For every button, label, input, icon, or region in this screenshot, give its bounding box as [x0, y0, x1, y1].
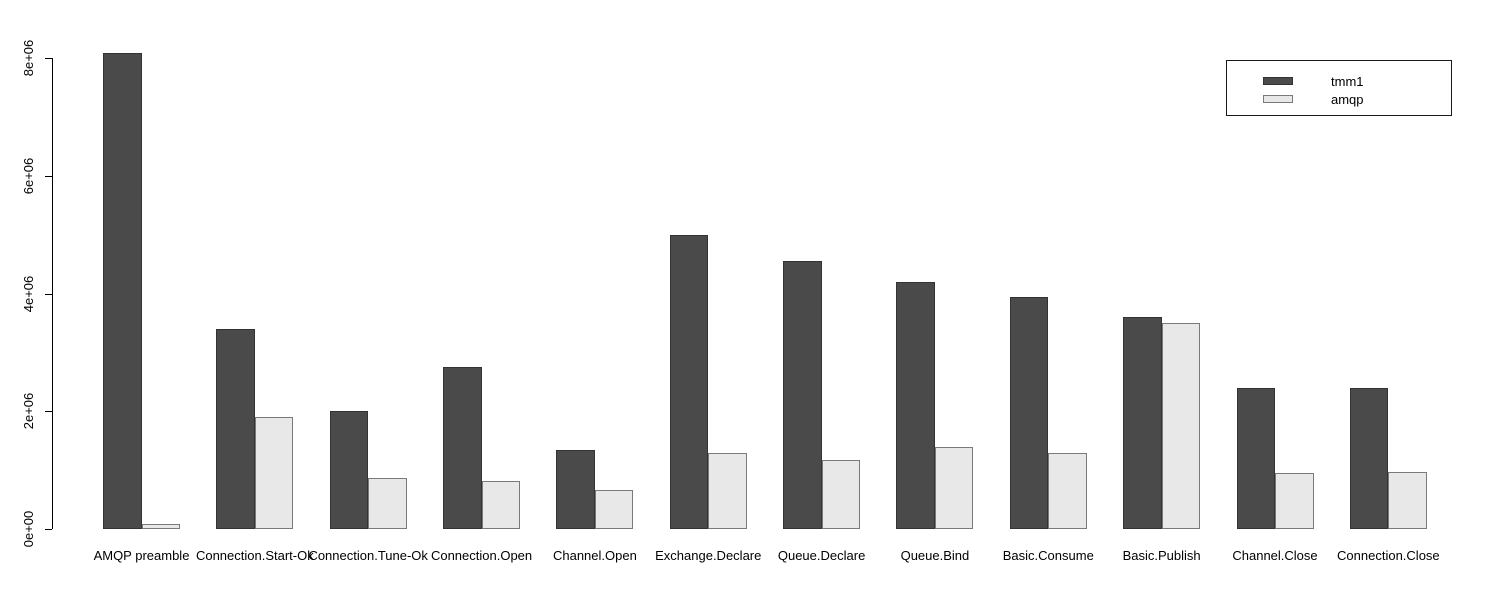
y-axis-line: [52, 58, 53, 529]
legend-label-amqp: amqp: [1331, 91, 1364, 107]
y-axis-tick-label: 8e+06: [21, 40, 36, 77]
bar-tmm1: [1123, 317, 1162, 529]
bar-amqp: [1048, 452, 1087, 529]
legend-swatch-amqp: [1263, 95, 1293, 103]
x-axis-label: Exchange.Declare: [655, 548, 762, 563]
x-axis-label: Connection.Close: [1337, 548, 1440, 563]
bar-tmm1: [1236, 387, 1275, 529]
x-axis-label: AMQP preamble: [93, 548, 190, 563]
y-axis-tick: [45, 293, 52, 295]
x-axis-label: Queue.Bind: [900, 548, 970, 563]
bar-amqp: [821, 459, 861, 529]
legend-swatch-tmm1: [1263, 77, 1293, 85]
x-axis-label: Channel.Open: [552, 548, 637, 563]
x-axis-label: Basic.Consume: [1002, 548, 1094, 563]
bar-amqp: [254, 417, 294, 529]
bar-amqp: [368, 477, 407, 529]
x-axis-label: Queue.Declare: [777, 548, 866, 563]
bar-tmm1: [216, 328, 255, 529]
bar-tmm1: [896, 281, 935, 529]
legend-item-tmm1: tmm1: [1227, 72, 1451, 90]
legend-item-amqp: amqp: [1227, 90, 1451, 108]
bar-amqp: [1275, 472, 1314, 529]
y-axis-tick-label: 4e+06: [21, 275, 36, 312]
bar-tmm1: [556, 449, 595, 529]
x-axis-label: Connection.Tune-Ok: [308, 548, 428, 563]
y-axis-tick: [45, 176, 52, 178]
x-axis-label: Basic.Publish: [1122, 548, 1201, 563]
bar-tmm1: [103, 52, 142, 529]
x-axis-label: Channel.Close: [1232, 548, 1318, 563]
bar-tmm1: [669, 234, 709, 529]
bar-amqp: [1161, 323, 1201, 529]
bar-tmm1: [1349, 387, 1389, 529]
y-axis-tick: [45, 411, 52, 413]
bar-amqp: [141, 524, 180, 529]
bar-tmm1: [443, 367, 482, 529]
y-axis-tick-label: 6e+06: [21, 157, 36, 195]
x-axis-label: Connection.Open: [430, 548, 533, 563]
bar-tmm1: [329, 411, 369, 529]
legend: tmm1 amqp: [1226, 60, 1452, 116]
bar-amqp: [481, 480, 521, 529]
y-axis-tick-label: 0e+00: [21, 510, 36, 548]
legend-label-tmm1: tmm1: [1331, 73, 1364, 89]
x-axis-label: Connection.Start-Ok: [195, 548, 314, 563]
bar-tmm1: [783, 261, 822, 529]
bar-amqp: [708, 452, 747, 529]
y-axis-tick: [45, 529, 52, 530]
bar-amqp: [1388, 471, 1427, 529]
bar-amqp: [594, 489, 634, 529]
bar-tmm1: [1009, 296, 1049, 529]
bar-amqp: [934, 447, 974, 529]
y-axis-tick: [45, 58, 52, 60]
y-axis-tick-label: 2e+06: [21, 393, 36, 430]
